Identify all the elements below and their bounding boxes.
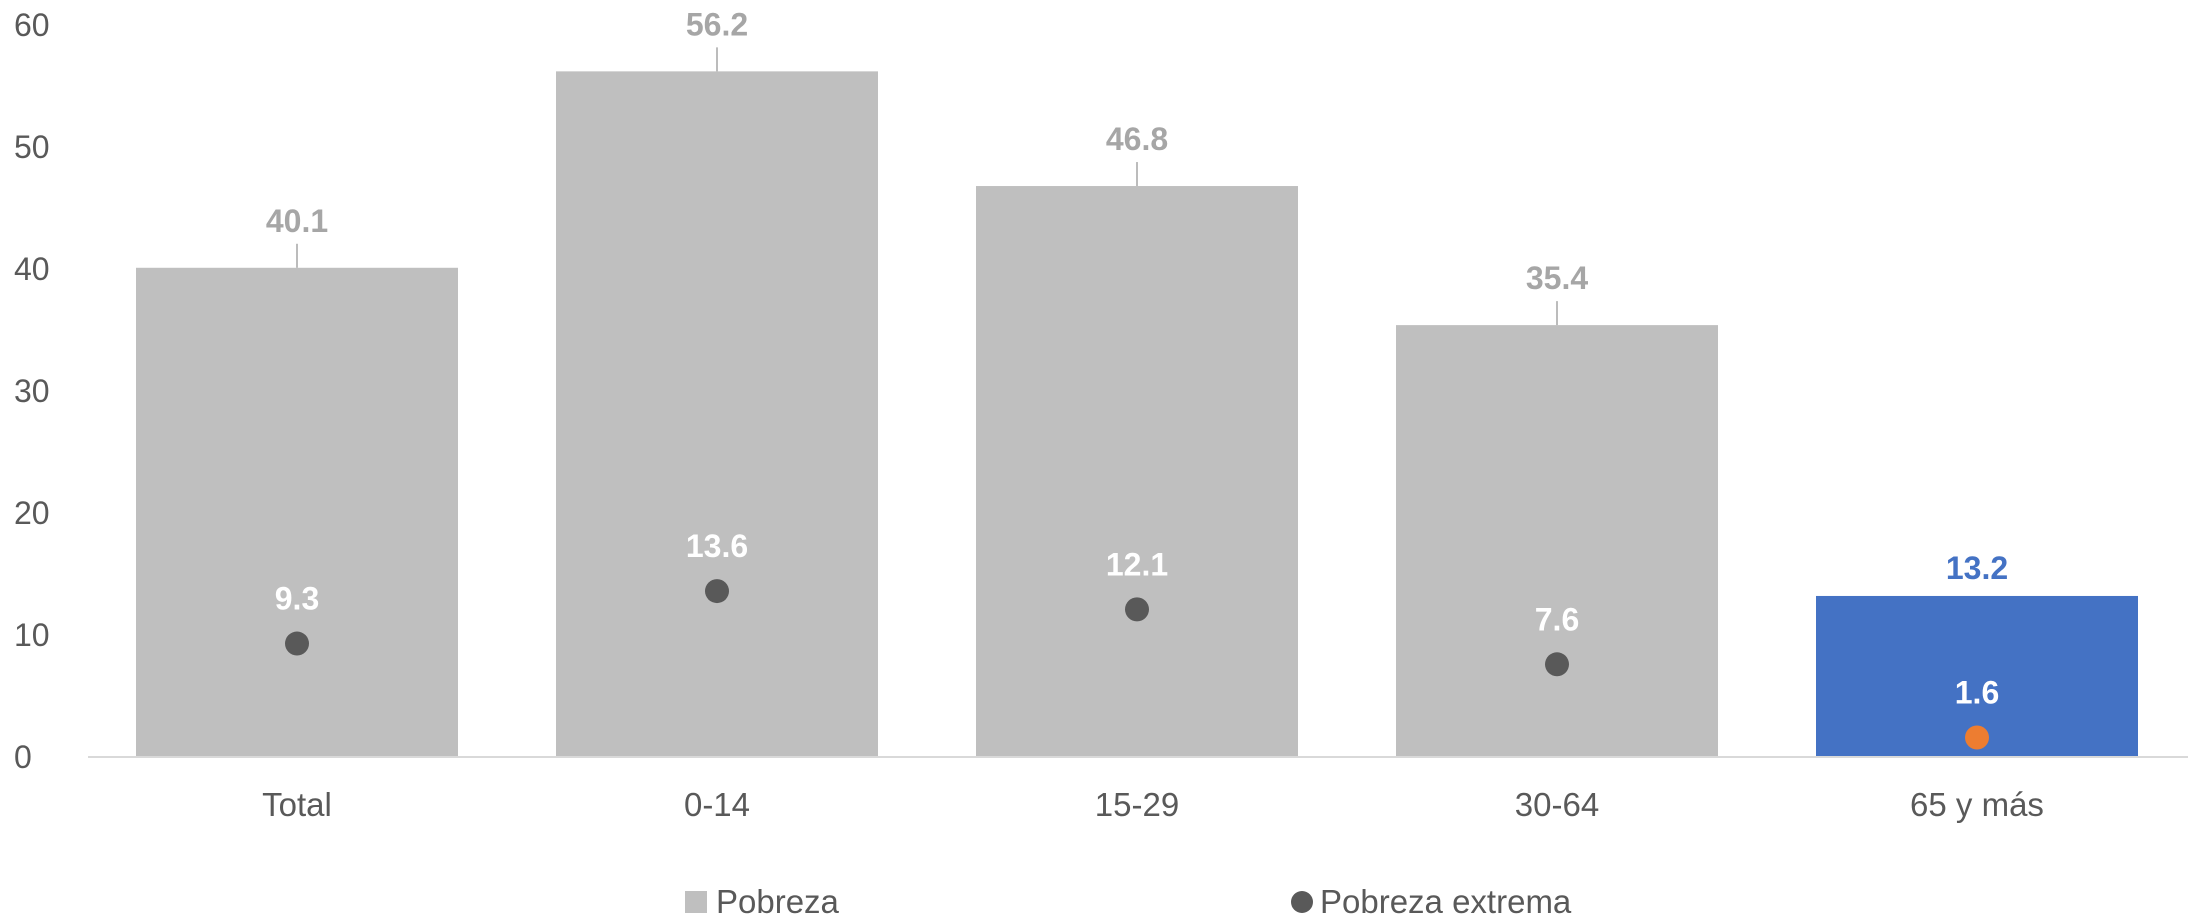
x-tick-label: 65 y más bbox=[1910, 786, 2044, 823]
y-tick-label: 20 bbox=[14, 495, 50, 531]
marker-value-label: 13.6 bbox=[686, 528, 748, 564]
y-tick-label: 30 bbox=[14, 373, 50, 409]
bar-value-label: 56.2 bbox=[686, 6, 748, 42]
legend-label-pobreza-extrema: Pobreza extrema bbox=[1320, 883, 1572, 918]
legend: Pobreza Pobreza extrema bbox=[685, 883, 1572, 918]
marker-value-label: 9.3 bbox=[275, 581, 319, 617]
marker-value-label: 12.1 bbox=[1106, 546, 1168, 582]
x-tick-label: 30-64 bbox=[1515, 786, 1599, 823]
bar-0-14 bbox=[556, 71, 878, 758]
marker-0-14 bbox=[705, 579, 729, 604]
marker-value-label: 1.6 bbox=[1955, 674, 1999, 710]
y-tick-label: 60 bbox=[14, 7, 50, 43]
x-tick-label: 15-29 bbox=[1095, 786, 1179, 823]
marker-value-label: 7.6 bbox=[1535, 601, 1579, 637]
y-axis: 0 10 20 30 40 50 60 bbox=[14, 7, 50, 775]
bar-value-label: 46.8 bbox=[1106, 121, 1168, 157]
y-tick-label: 50 bbox=[14, 129, 50, 165]
x-tick-label: 0-14 bbox=[684, 786, 750, 823]
y-tick-label: 10 bbox=[14, 617, 50, 653]
bar-value-label: 13.2 bbox=[1946, 550, 2008, 586]
bar-labels: 40.1 56.2 46.8 35.4 13.2 bbox=[266, 6, 2008, 586]
marker-labels: 9.3 13.6 12.1 7.6 1.6 bbox=[275, 528, 1999, 710]
bar-30-64 bbox=[1396, 325, 1718, 757]
y-tick-label: 40 bbox=[14, 251, 50, 287]
legend-label-pobreza: Pobreza bbox=[716, 883, 840, 918]
x-axis: Total 0-14 15-29 30-64 65 y más bbox=[262, 786, 2044, 823]
y-tick-label: 0 bbox=[14, 739, 32, 775]
markers-group bbox=[285, 579, 1989, 750]
bar-total bbox=[136, 267, 458, 757]
legend-swatch-pobreza bbox=[685, 891, 707, 913]
leader-lines bbox=[296, 47, 1558, 326]
marker-65-y-más bbox=[1965, 725, 1989, 750]
bar-value-label: 40.1 bbox=[266, 203, 328, 239]
bar-value-label: 35.4 bbox=[1526, 260, 1588, 296]
bar-15-29 bbox=[976, 186, 1298, 758]
marker-total bbox=[285, 631, 309, 656]
marker-30-64 bbox=[1545, 652, 1569, 677]
x-tick-label: Total bbox=[262, 786, 332, 823]
marker-15-29 bbox=[1125, 597, 1149, 622]
legend-marker-pobreza-extrema bbox=[1291, 891, 1313, 913]
